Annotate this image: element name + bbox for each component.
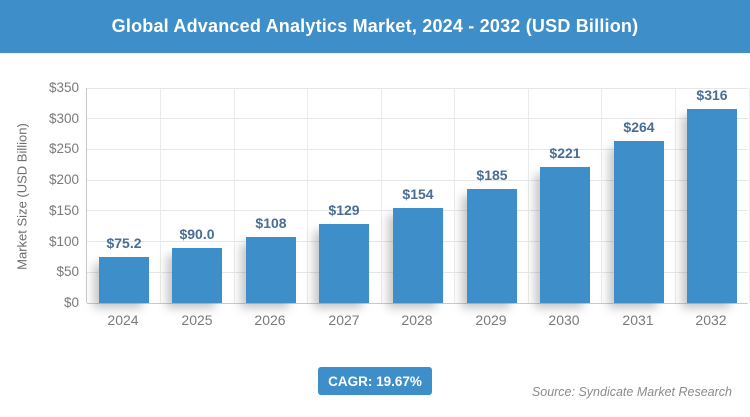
y-tick-label: $150 (48, 202, 79, 218)
gridline-vertical (160, 88, 162, 303)
gridline-vertical (601, 88, 603, 303)
source-note: Source: Syndicate Market Research (531, 385, 732, 399)
bar-2028 (393, 208, 443, 303)
x-tick-label: 2031 (622, 312, 654, 328)
x-tick-label: 2028 (401, 312, 433, 328)
gridline-vertical (454, 88, 456, 303)
y-tick-label: $350 (48, 80, 79, 95)
bar-2024 (99, 257, 149, 303)
gridline-vertical (527, 88, 529, 303)
bar-2026 (246, 237, 296, 303)
x-tick-label: 2030 (548, 312, 580, 328)
y-tick-label: $300 (48, 110, 79, 126)
gridline-horizontal (87, 118, 748, 120)
x-tick-label: 2027 (328, 312, 360, 328)
plot-area: $75.2 $90.0 $108 $129 $154 $185 $221 $264 $316 (86, 87, 750, 304)
gridline-vertical (307, 88, 309, 303)
gridline-vertical (674, 88, 676, 303)
cagr-badge: CAGR: 19.67% (318, 367, 432, 395)
bar-2027 (319, 224, 369, 303)
bar-value-label: $108 (255, 215, 287, 231)
bar-2031 (614, 141, 664, 303)
bar-value-label: $264 (623, 119, 655, 135)
gridline-vertical (380, 88, 382, 303)
gridline-vertical (233, 88, 235, 303)
bar-value-label: $129 (328, 202, 360, 218)
x-tick-label: 2032 (695, 312, 727, 328)
bar-value-label: $185 (476, 167, 508, 183)
bar-2025 (172, 248, 222, 303)
x-tick-label: 2024 (107, 312, 139, 328)
y-tick-label: $0 (63, 295, 79, 310)
x-tick-label: 2025 (181, 312, 213, 328)
x-tick-label: 2026 (254, 312, 286, 328)
chart-title: Global Advanced Analytics Market, 2024 -… (111, 16, 639, 36)
bar-2032 (687, 109, 737, 303)
bar-value-label: $221 (549, 145, 581, 161)
gridline-horizontal (87, 87, 748, 89)
y-tick-label: $100 (48, 233, 79, 249)
gridline-horizontal (87, 179, 748, 181)
bar-value-label: $90.0 (179, 226, 215, 242)
y-tick-label: $250 (48, 141, 79, 157)
bar-value-label: $75.2 (106, 235, 142, 251)
y-tick-label: $200 (48, 172, 79, 188)
gridline-horizontal (87, 148, 748, 150)
bar-value-label: $154 (402, 186, 434, 202)
bar-2029 (467, 189, 517, 303)
bar-2030 (540, 167, 590, 303)
y-tick-label: $50 (56, 264, 79, 280)
chart-title-bar: Global Advanced Analytics Market, 2024 -… (0, 0, 750, 53)
gridline-horizontal (87, 302, 748, 304)
gridline-vertical (748, 88, 750, 303)
bar-value-label: $316 (696, 87, 728, 103)
x-tick-label: 2029 (475, 312, 507, 328)
